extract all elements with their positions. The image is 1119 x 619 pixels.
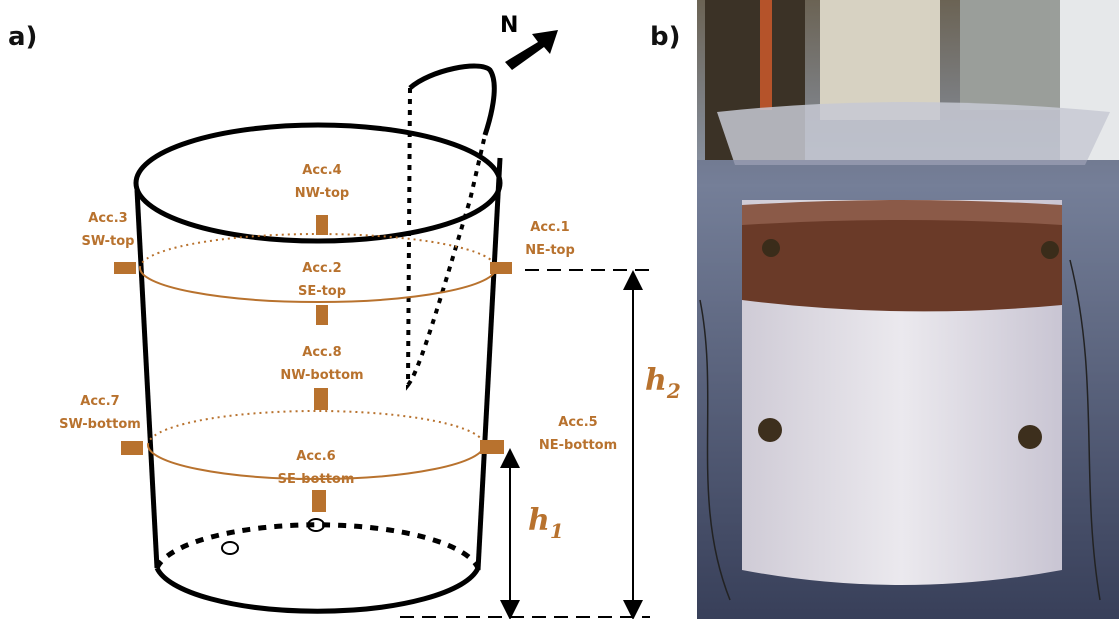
sensor-marker [316,305,328,325]
sensor-position: SW-bottom [59,417,141,432]
dimension-label: h1 [528,503,564,543]
north-label: N [500,13,518,38]
sensor-marker [490,262,512,274]
sensor-position: SE-bottom [278,472,355,487]
sensor-marker [114,262,136,274]
sensor-marker [316,215,328,235]
sensor-position: SW-top [82,234,135,249]
hole [222,542,238,554]
sensor-position: NW-top [295,186,349,201]
sensor-id: Acc.4 [302,163,341,178]
sensor-marker [480,440,504,454]
sensor-position: NE-bottom [539,438,617,453]
dimension-label: h2 [645,363,681,403]
sensor-marker [121,441,143,455]
panel-label: b) [650,22,681,52]
sensor-id: Acc.3 [88,211,127,226]
sensor-position: NE-top [525,243,575,258]
panel-label: a) [8,22,37,52]
sensor-id: Acc.6 [296,449,335,464]
sensor-id: Acc.8 [302,345,341,360]
sensor-position: SE-top [298,284,346,299]
sensor-id: Acc.1 [530,220,569,235]
sensor-position: NW-bottom [280,368,363,383]
sensor-id: Acc.7 [80,394,119,409]
figure: a) b) N Acc.1 NE-top Acc.2 SE-top Acc.3 SW-to… [0,0,1119,619]
sensor-id: Acc.5 [558,415,597,430]
sensor-marker [312,490,326,512]
sensor-id: Acc.2 [302,261,341,276]
photo [697,0,1119,619]
sensor-marker [314,388,328,410]
cylinder [136,66,500,611]
